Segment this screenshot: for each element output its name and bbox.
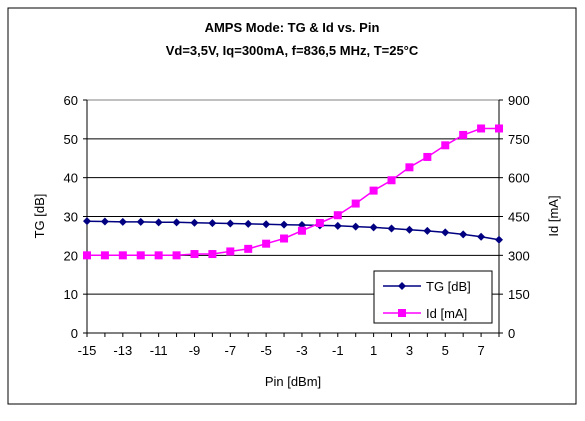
point-tg [136, 217, 145, 226]
y-tick-label: 50 [64, 132, 78, 147]
chart-title: AMPS Mode: TG & Id vs. Pin [205, 20, 380, 35]
point-id [315, 218, 324, 227]
y2-axis-label: Id [mA] [546, 195, 561, 236]
point-tg [369, 223, 378, 232]
point-id [280, 234, 289, 243]
point-id [441, 141, 450, 150]
point-id [477, 124, 486, 133]
point-id [83, 251, 91, 260]
x-tick-label: -15 [78, 343, 97, 358]
y-tick-label: 30 [64, 210, 78, 225]
point-tg [262, 220, 271, 229]
y-tick-label: 10 [64, 287, 78, 302]
x-tick-label: 7 [477, 343, 484, 358]
x-tick-label: -13 [113, 343, 132, 358]
point-id [351, 199, 360, 208]
point-tg [351, 222, 360, 231]
point-id [333, 211, 342, 220]
y-tick-label: 20 [64, 248, 78, 263]
legend-marker-id [398, 309, 406, 317]
point-id [405, 163, 414, 172]
point-tg [423, 226, 432, 235]
point-id [190, 250, 199, 259]
y-tick-label: 0 [71, 326, 78, 341]
point-id [459, 130, 468, 139]
point-id [154, 251, 163, 260]
x-tick-label: -5 [260, 343, 272, 358]
x-tick-label: -11 [150, 343, 168, 358]
y-axis-label: TG [dB] [32, 194, 47, 239]
y2-tick-label: 900 [508, 93, 530, 108]
legend-box [373, 270, 493, 324]
legend: TG [dB] Id [mA] [373, 270, 493, 324]
legend-label-tg: TG [dB] [426, 279, 471, 294]
point-tg [387, 224, 396, 233]
point-tg [459, 230, 468, 239]
y-tick-label: 40 [64, 171, 78, 186]
point-tg [441, 228, 450, 237]
point-tg [405, 225, 414, 234]
point-id [262, 239, 271, 248]
point-tg [495, 235, 503, 244]
x-tick-label: -9 [189, 343, 201, 358]
point-tg [100, 217, 109, 226]
y2-tick-label: 300 [508, 248, 530, 263]
x-tick-label: 5 [442, 343, 449, 358]
point-id [423, 152, 432, 161]
y2-tick-label: 750 [508, 132, 530, 147]
point-id [226, 247, 235, 256]
point-id [172, 251, 181, 260]
point-tg [190, 218, 199, 227]
point-id [100, 251, 109, 260]
point-tg [244, 219, 253, 228]
x-tick-label: 1 [370, 343, 377, 358]
legend-marker-tg [398, 282, 406, 290]
series-layer [83, 124, 503, 260]
y2-tick-label: 450 [508, 210, 530, 225]
y2-tick-label: 150 [508, 287, 530, 302]
point-id [387, 176, 396, 185]
point-id [369, 186, 378, 195]
point-id [118, 251, 127, 260]
point-tg [226, 219, 235, 228]
point-tg [154, 218, 163, 227]
chart-subtitle: Vd=3,5V, Iq=300mA, f=836,5 MHz, T=25°C [166, 43, 419, 58]
x-tick-label: -7 [225, 343, 237, 358]
point-tg [118, 217, 127, 226]
y-tick-label: 60 [64, 93, 78, 108]
y2-tick-label: 600 [508, 171, 530, 186]
point-tg [333, 221, 342, 230]
point-id [208, 250, 217, 259]
point-id [495, 124, 503, 133]
x-tick-label: 3 [406, 343, 413, 358]
x-tick-label: -1 [332, 343, 344, 358]
x-axis-label: Pin [dBm] [265, 374, 321, 389]
y2-tick-label: 0 [508, 326, 515, 341]
point-tg [280, 220, 289, 229]
x-tick-label: -3 [296, 343, 308, 358]
point-id [297, 226, 306, 235]
legend-label-id: Id [mA] [426, 306, 467, 321]
point-id [136, 251, 145, 260]
point-tg [477, 232, 486, 241]
point-tg [172, 218, 181, 227]
point-id [244, 244, 253, 253]
point-tg [208, 219, 217, 228]
point-tg [83, 217, 91, 226]
